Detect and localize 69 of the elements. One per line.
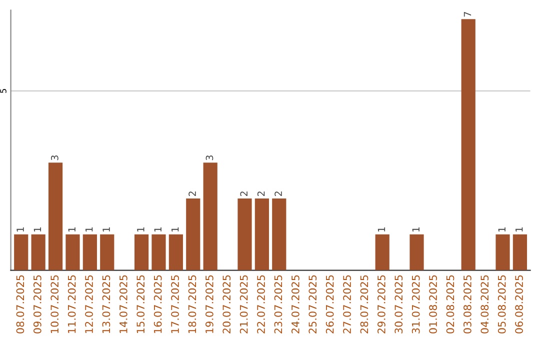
x-tick-label: 02.08.2025	[446, 275, 454, 334]
x-tick-label: 08.07.2025	[16, 275, 24, 334]
data-label: 1	[102, 227, 110, 232]
x-tick-label: 26.07.2025	[326, 275, 334, 334]
data-label: 1	[516, 227, 523, 232]
x-tick-label: 15.07.2025	[136, 275, 145, 333]
x-tick-label: 14.07.2025	[119, 275, 128, 333]
data-label: 1	[154, 227, 162, 232]
bar	[375, 234, 390, 270]
x-tick-label: 31.07.2025	[412, 275, 420, 334]
x-tick-label: 18.07.2025	[188, 275, 196, 333]
bar	[100, 234, 114, 270]
bar	[238, 198, 252, 270]
data-label: 2	[240, 192, 248, 196]
data-label: 1	[498, 227, 506, 232]
data-label: 2	[257, 192, 265, 196]
data-label: 1	[86, 227, 93, 232]
bar	[31, 234, 46, 270]
x-tick-label: 09.07.2025	[33, 275, 42, 334]
bar	[496, 234, 510, 270]
bar	[14, 234, 28, 270]
x-tick-label: 19.07.2025	[205, 275, 214, 333]
x-tick-label: 30.07.2025	[394, 275, 403, 334]
bar	[203, 162, 218, 270]
data-label: 7	[464, 12, 472, 17]
data-label: 3	[206, 155, 214, 160]
x-tick-label: 13.07.2025	[102, 275, 110, 333]
bar	[134, 234, 149, 270]
x-tick-label: 04.08.2025	[480, 275, 489, 334]
x-tick-label: 10.07.2025	[50, 275, 59, 333]
bar	[48, 162, 63, 270]
bar	[186, 198, 200, 270]
x-tick-label: 05.08.2025	[498, 275, 506, 334]
x-tick-label: 06.08.2025	[515, 275, 523, 334]
x-tick-label: 28.07.2025	[360, 275, 368, 334]
bar	[152, 234, 166, 270]
bar	[272, 198, 286, 270]
x-tick-label: 17.07.2025	[171, 275, 179, 333]
bar	[66, 234, 80, 270]
data-label: 1	[412, 227, 420, 232]
bar	[168, 234, 183, 270]
x-tick-label: 23.07.2025	[274, 275, 282, 334]
bar	[254, 198, 269, 270]
x-tick-label: 11.07.2025	[68, 275, 76, 333]
y-tick-label: 5	[0, 89, 6, 93]
x-tick-label: 24.07.2025	[291, 275, 300, 334]
x-tick-label: 22.07.2025	[257, 275, 265, 334]
bar	[82, 234, 97, 270]
x-tick-label: 12.07.2025	[85, 275, 93, 333]
x-tick-label: 27.07.2025	[343, 275, 351, 334]
data-label: 1	[137, 227, 144, 232]
x-tick-label: 16.07.2025	[154, 275, 162, 333]
x-tick-label: 01.08.2025	[429, 275, 437, 334]
data-label: 1	[172, 227, 179, 232]
x-tick-label: 03.08.2025	[464, 275, 472, 334]
bar	[512, 234, 528, 270]
data-label: 2	[274, 192, 282, 196]
data-label: 1	[68, 227, 76, 232]
x-tick-label: 25.07.2025	[308, 275, 317, 334]
x-tick-label: 29.07.2025	[377, 275, 386, 334]
data-label: 1	[16, 227, 24, 232]
data-label: 3	[50, 155, 58, 160]
data-label: 1	[34, 227, 42, 232]
data-label: 2	[188, 192, 196, 196]
bar	[410, 234, 424, 270]
x-tick-label: 20.07.2025	[222, 275, 231, 334]
data-label: 1	[378, 227, 386, 232]
bar	[461, 19, 476, 270]
x-tick-label: 21.07.2025	[240, 275, 248, 334]
